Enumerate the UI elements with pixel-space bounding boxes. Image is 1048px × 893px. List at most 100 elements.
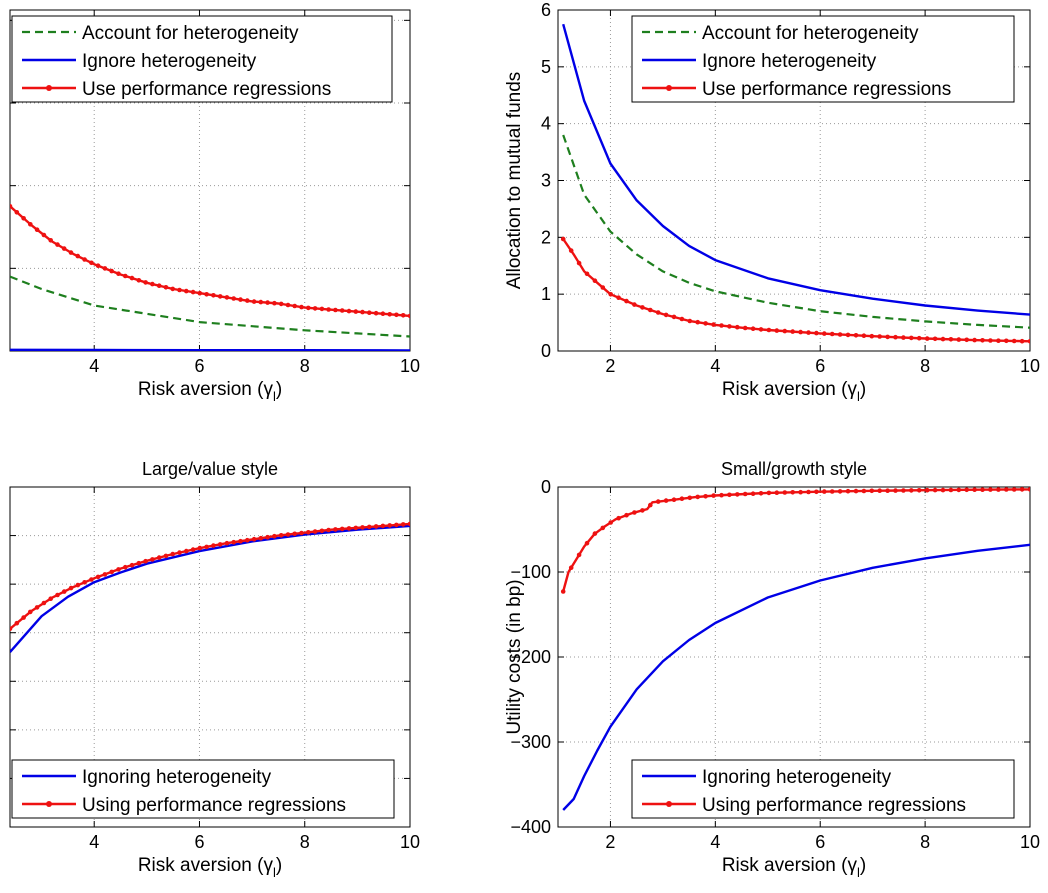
plot-area [10,204,410,351]
series-marker [61,589,67,594]
legend-entry-label: Using performance regressions [702,795,966,816]
series-marker [272,300,277,306]
series-marker [231,296,236,301]
series-marker [624,512,629,518]
series-marker [750,491,756,497]
series-marker [150,557,155,562]
legend-marker [46,85,52,91]
series-marker [143,280,148,285]
x-axis-label: Risk aversion (γl) [138,855,282,880]
legend: Ignoring heterogeneity Using performance … [631,759,1015,819]
series-marker [568,248,574,253]
series-marker [1019,487,1025,492]
series-marker [877,334,882,339]
series-marker [109,268,114,274]
series-marker [782,328,788,334]
series-marker [687,495,693,501]
legend-entry-label: Ignoring heterogeneity [702,767,892,788]
series-marker [956,337,962,342]
y-tick-label: −300 [510,732,551,752]
series-marker [339,526,345,532]
series-marker [695,494,700,500]
panel-top-left: 4 6 8 10 Risk aversion (γl) Account for heter… [9,9,420,404]
y-tick-label: 0 [541,341,551,361]
series-marker [584,540,590,546]
y-tick-label: 2 [541,227,551,247]
series-marker [806,330,811,335]
series-line-account-for-heterogeneity [562,134,1030,329]
series-line-use-performance-regressions [562,238,1030,343]
series-marker [400,522,406,527]
legend-entry-label: Use performance regressions [82,79,331,100]
series-marker [829,489,835,494]
series-marker [292,303,298,309]
legend-entry-label: Ignore heterogeneity [702,51,877,72]
series-marker [837,332,843,337]
series-marker [407,521,410,527]
legend-marker [666,801,672,807]
series-marker [353,309,359,314]
series-marker [956,487,962,493]
series-marker [360,525,365,530]
y-axis-label: Allocation to mutual funds [504,72,525,290]
series-marker [272,533,277,539]
series-marker [608,520,613,525]
series-marker [89,577,94,582]
series-marker [592,278,598,284]
series-marker [837,489,843,494]
series-marker [1011,338,1017,344]
series-marker [742,325,748,331]
legend-box [11,759,395,819]
series-marker [632,302,637,307]
series-marker [299,304,304,310]
series-marker [251,536,257,542]
series-marker [163,285,169,290]
series-marker [380,523,386,529]
series-marker [75,582,81,588]
series-marker [278,301,284,307]
series-marker [703,321,708,326]
chart-title: Large/value style [142,459,278,479]
series-marker [822,331,827,336]
series-marker [758,491,764,496]
x-tick-label: 8 [300,832,310,852]
series-marker [640,305,645,310]
x-tick-label: 4 [710,356,720,376]
series-marker [292,531,298,537]
series-marker [346,526,352,531]
x-axis-label: Risk aversion (γl) [722,379,866,404]
y-tick-label: 4 [541,114,551,134]
series-marker [156,555,162,560]
series-marker [21,216,26,221]
series-marker [932,336,938,342]
series-marker [988,487,993,492]
series-marker [238,297,243,302]
plot-area [10,521,410,653]
series-marker [170,551,175,557]
series-marker [102,572,108,577]
series-marker [790,490,795,495]
series-marker [326,307,331,312]
series-marker [367,524,372,530]
series-marker [394,522,399,528]
y-tick-label: 3 [541,171,551,191]
x-axis-label-main: Risk aversion (γ [138,379,274,400]
series-marker [853,488,859,494]
legend: Ignoring heterogeneity Using performance … [11,759,395,819]
series-marker [727,324,732,329]
series-marker [814,489,819,495]
series-marker [143,558,148,564]
series-marker [663,312,669,318]
plot-area [560,487,1030,811]
axes-box [9,486,411,828]
series-marker [592,531,598,536]
series-marker [853,333,859,338]
series-marker [964,487,969,493]
series-marker [774,328,780,333]
series-marker [719,492,724,498]
x-tick-label: 8 [920,356,930,376]
series-marker [184,548,189,554]
legend: Account for heterogeneity Ignore heteroge… [11,15,393,103]
series-marker [68,250,74,255]
series-marker [177,287,182,293]
